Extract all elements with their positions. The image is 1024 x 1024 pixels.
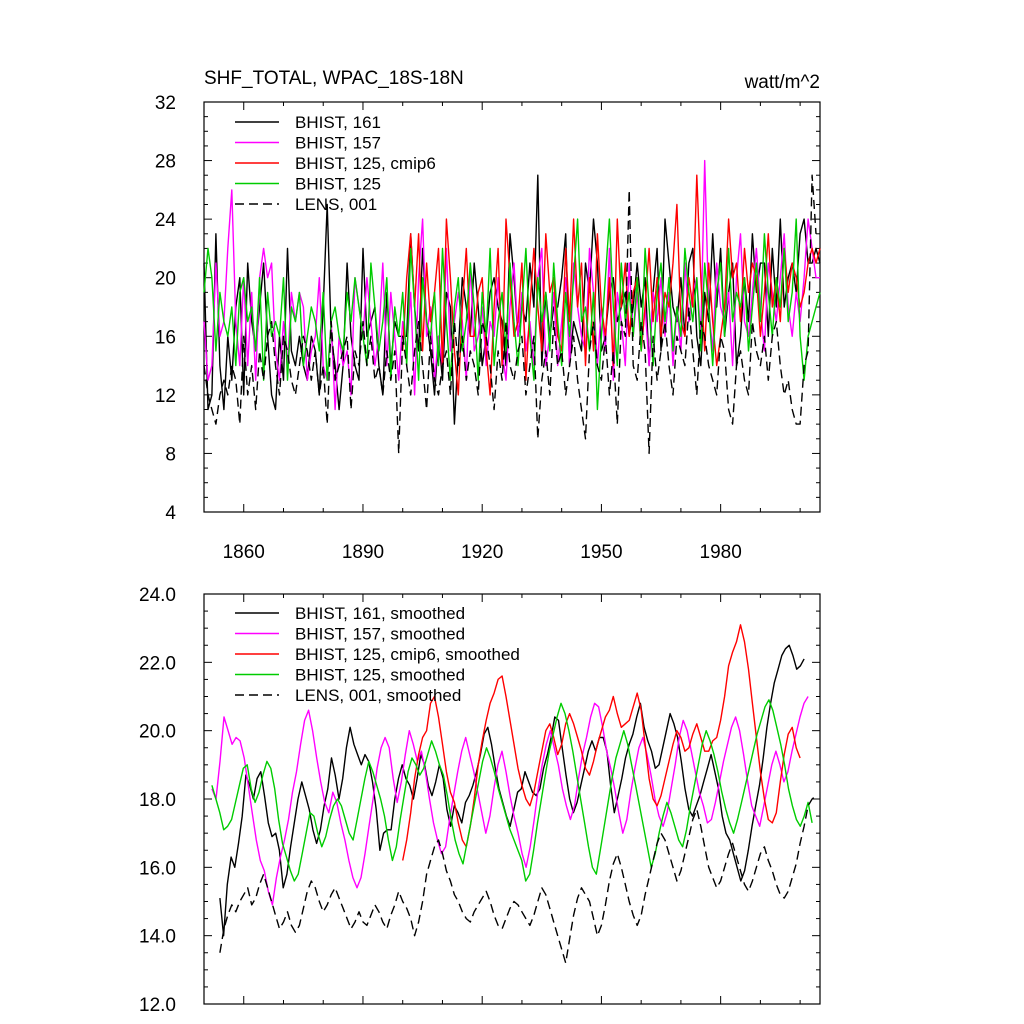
series-line-bhist-125-cmip6 xyxy=(402,174,821,396)
legend-label: BHIST, 125, smoothed xyxy=(295,666,465,685)
bottom-ticks: 12.0 14.0 16.0 18.0 20.0 22.0 24.0 xyxy=(139,585,820,1016)
legend-label: BHIST, 161 xyxy=(295,113,381,132)
bottom-legend: BHIST, 161, smoothed BHIST, 157, smoothed… xyxy=(235,604,520,705)
legend-label: BHIST, 125, cmip6 xyxy=(295,154,436,173)
bottom-ytick-label: 18.0 xyxy=(139,790,176,811)
top-series xyxy=(203,159,821,455)
top-units: watt/m^2 xyxy=(744,72,820,93)
top-ytick-label: 12 xyxy=(155,386,176,407)
bottom-series xyxy=(211,624,817,964)
legend-label: BHIST, 157, smoothed xyxy=(295,625,465,644)
legend-label: LENS, 001, smoothed xyxy=(295,686,461,705)
bottom-ytick-label: 16.0 xyxy=(139,858,176,879)
legend-label: BHIST, 161, smoothed xyxy=(295,604,465,623)
top-ytick-label: 16 xyxy=(155,327,176,348)
top-ytick-label: 24 xyxy=(155,210,177,231)
top-xtick-label: 1890 xyxy=(342,542,384,563)
top-xtick-label: 1920 xyxy=(461,542,503,563)
top-ytick-label: 32 xyxy=(155,93,176,114)
top-xtick-label: 1860 xyxy=(223,542,265,563)
top-ytick-label: 20 xyxy=(155,269,176,290)
top-ticks: 4 8 12 16 20 24 28 32 1860 1890 1920 1950 1980 xyxy=(155,93,820,563)
bottom-ytick-label: 24.0 xyxy=(139,585,176,606)
top-title: SHF_TOTAL, WPAC_18S-18N xyxy=(204,68,464,89)
bottom-panel: 12.0 14.0 16.0 18.0 20.0 22.0 24.0 BHIST, 161,… xyxy=(139,585,821,1016)
series-line-bhist-157-smoothed xyxy=(211,696,809,906)
series-line-bhist-125-smoothed xyxy=(211,699,813,882)
top-xtick-label: 1980 xyxy=(700,542,742,563)
series-line-bhist-125 xyxy=(203,218,821,411)
bottom-ytick-label: 12.0 xyxy=(139,995,176,1016)
legend-label: LENS, 001 xyxy=(295,195,377,214)
bottom-ytick-label: 22.0 xyxy=(139,653,176,674)
bottom-ytick-label: 20.0 xyxy=(139,722,176,743)
bottom-ytick-label: 14.0 xyxy=(139,927,176,948)
top-ytick-label: 4 xyxy=(165,503,176,524)
top-ytick-label: 8 xyxy=(165,444,176,465)
legend-label: BHIST, 157 xyxy=(295,134,381,153)
series-line-lens-001-smoothed xyxy=(219,795,817,964)
top-xtick-label: 1950 xyxy=(580,542,622,563)
legend-label: BHIST, 125 xyxy=(295,175,381,194)
series-line-bhist-161-smoothed xyxy=(219,644,805,937)
top-ytick-label: 28 xyxy=(155,152,176,173)
top-panel: SHF_TOTAL, WPAC_18S-18N watt/m^2 4 8 12 16 2… xyxy=(155,68,821,563)
legend-label: BHIST, 125, cmip6, smoothed xyxy=(295,645,520,664)
